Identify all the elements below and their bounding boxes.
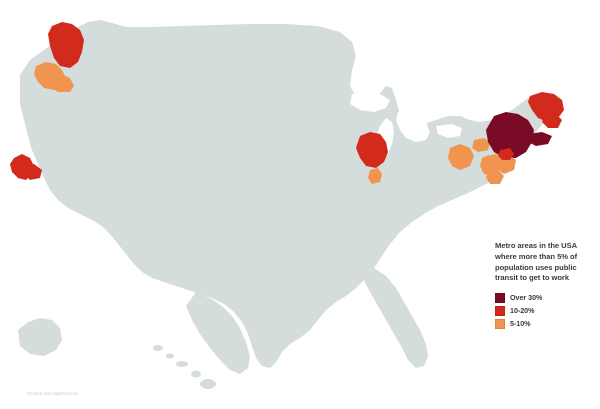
- legend-item-over-30: Over 30%: [495, 293, 595, 304]
- alaska-shape: [18, 318, 62, 356]
- lake-superior: [350, 92, 390, 112]
- map-base-landmass: [18, 20, 548, 389]
- legend-label-over-30: Over 30%: [510, 293, 543, 303]
- map-credit-text: Created with mapchart.net: [27, 391, 78, 396]
- metro-baltimore: [480, 154, 504, 184]
- lake-huron-erie: [396, 110, 430, 142]
- metro-boston: [528, 92, 564, 128]
- legend-swatch-over-30: [495, 293, 505, 304]
- metro-pittsburgh-cleveland: [448, 138, 490, 170]
- contiguous-usa-shape: [20, 20, 548, 368]
- texas-shape: [186, 292, 250, 374]
- lake-ontario: [436, 124, 462, 138]
- metro-chicago: [356, 132, 388, 168]
- legend-item-list: Over 30% 10-20% 5-10%: [495, 293, 595, 330]
- legend-item-5-10: 5-10%: [495, 319, 595, 330]
- metro-washington-dc: [498, 148, 514, 160]
- legend-label-10-20: 10-20%: [510, 306, 535, 316]
- metro-seattle: [48, 22, 84, 68]
- metro-san-francisco: [10, 154, 42, 180]
- legend-item-10-20: 10-20%: [495, 306, 595, 317]
- hawaii-islands: [153, 345, 216, 389]
- metro-portland: [34, 62, 74, 92]
- metro-new-york-city: [486, 112, 552, 158]
- legend-swatch-10-20: [495, 306, 505, 317]
- metro-central-illinois: [368, 168, 382, 184]
- legend-title: Metro areas in the USA where more than 5…: [495, 241, 578, 283]
- legend-swatch-5-10: [495, 319, 505, 330]
- florida-shape: [364, 268, 428, 368]
- legend-label-5-10: 5-10%: [510, 319, 531, 329]
- map-legend: Metro areas in the USA where more than 5…: [495, 241, 595, 330]
